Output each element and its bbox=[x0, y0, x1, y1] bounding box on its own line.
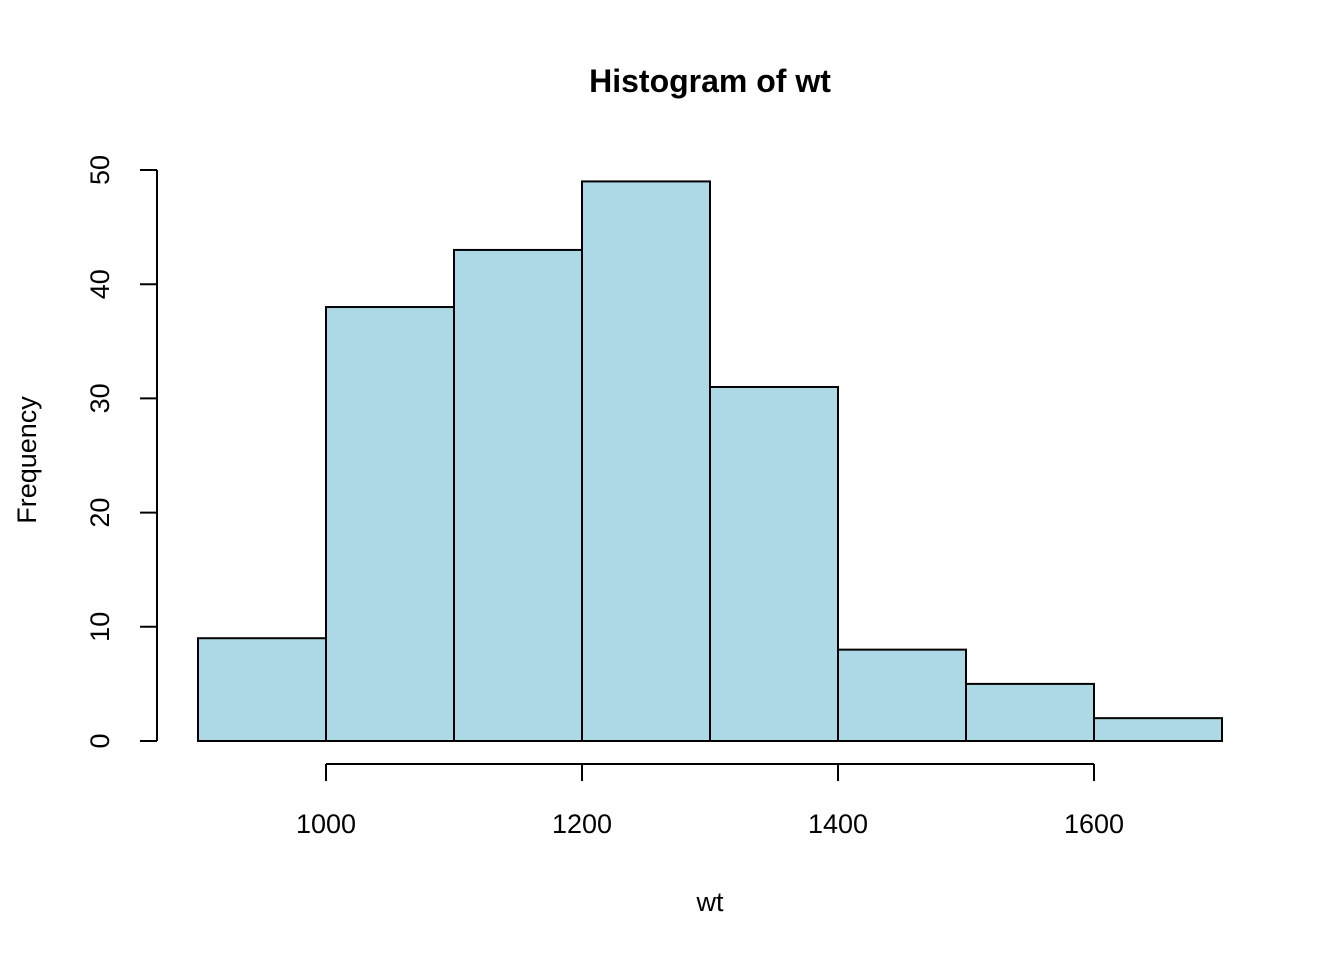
y-axis-label: Frequency bbox=[12, 396, 42, 524]
y-tick-label: 0 bbox=[85, 733, 115, 748]
y-tick-label: 30 bbox=[85, 383, 115, 413]
y-tick-label: 50 bbox=[85, 155, 115, 185]
x-axis: 1000 1200 1400 1600 bbox=[296, 763, 1124, 839]
histogram-bar bbox=[965, 682, 1095, 743]
histogram-bar bbox=[325, 306, 455, 742]
x-tick-label: 1400 bbox=[808, 809, 868, 839]
y-tick-label: 40 bbox=[85, 269, 115, 299]
histogram-bar bbox=[197, 637, 327, 742]
histogram-bar bbox=[1093, 717, 1223, 742]
x-tick-label: 1000 bbox=[296, 809, 356, 839]
bars-group bbox=[197, 180, 1223, 743]
chart-title: Histogram of wt bbox=[589, 63, 831, 99]
histogram-bar bbox=[453, 248, 583, 742]
y-axis: 0 10 20 30 40 50 bbox=[85, 155, 158, 749]
histogram-bar bbox=[837, 648, 967, 743]
x-tick-label: 1600 bbox=[1064, 809, 1124, 839]
histogram-bar bbox=[581, 180, 711, 743]
x-tick-label: 1200 bbox=[552, 809, 612, 839]
y-tick-label: 20 bbox=[85, 498, 115, 528]
y-tick-label: 10 bbox=[85, 612, 115, 642]
histogram-bar bbox=[709, 385, 839, 742]
x-axis-label: wt bbox=[696, 887, 724, 917]
